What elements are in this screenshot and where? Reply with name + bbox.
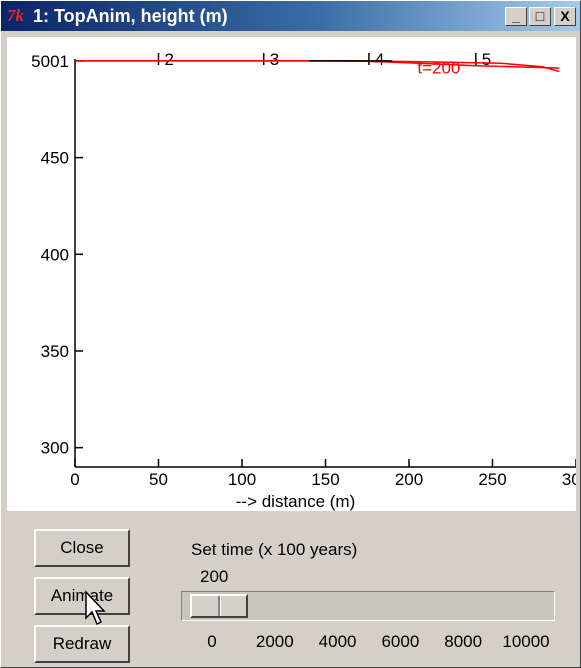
- y-tick-label: 5001: [31, 52, 69, 71]
- x-tick-label: 250: [478, 470, 506, 489]
- height-chart: 0 50 100 150 200 250 300 300 350 400 450 5001 --> di…: [31, 50, 576, 511]
- scale-label: 2000: [255, 632, 294, 651]
- plot-canvas: 0 50 100 150 200 250 300 300 350 400 450 5001 --> di…: [7, 37, 576, 511]
- x-tick-label: 150: [311, 470, 339, 489]
- mouse-pointer-icon: [85, 590, 106, 626]
- top-marker-label: 5: [482, 50, 491, 69]
- y-tick-label: 350: [41, 342, 69, 361]
- window-title: 1: TopAnim, height (m): [33, 6, 228, 26]
- scale-label: 6000: [381, 632, 420, 651]
- scale-label: 10000: [502, 632, 550, 651]
- animate-button[interactable]: Animate: [34, 577, 130, 615]
- slider-thumb[interactable]: [190, 594, 249, 618]
- redraw-button[interactable]: Redraw: [34, 625, 130, 663]
- scale-label: 8000: [444, 632, 483, 651]
- y-tick-label: 450: [41, 149, 69, 168]
- close-button[interactable]: Close: [34, 529, 130, 567]
- scale-label: 0: [207, 632, 217, 651]
- top-marker-label: 3: [270, 50, 279, 69]
- x-tick-label: 200: [395, 470, 423, 489]
- x-tick-label: 100: [228, 470, 256, 489]
- close-window-button[interactable]: X: [554, 7, 576, 26]
- top-marker-label: 4: [375, 50, 384, 69]
- tk-icon[interactable]: 7k: [7, 6, 24, 25]
- y-tick-label: 300: [41, 439, 69, 458]
- time-slider[interactable]: [181, 591, 555, 621]
- time-annotation: t=200: [417, 59, 460, 78]
- x-tick-label: 300: [562, 470, 576, 489]
- slider-title: Set time (x 100 years): [191, 540, 358, 559]
- minimize-button[interactable]: _: [505, 7, 527, 26]
- maximize-button[interactable]: □: [529, 7, 551, 26]
- x-tick-label: 50: [149, 470, 168, 489]
- y-tick-label: 400: [41, 245, 69, 264]
- slider-value: 200: [200, 567, 229, 586]
- scale-label: 4000: [318, 632, 357, 651]
- top-marker-label: 2: [165, 50, 174, 69]
- x-tick-label: 0: [70, 470, 79, 489]
- thumb-grip: [218, 596, 222, 616]
- x-axis-label: --> distance (m): [236, 492, 356, 511]
- title-bar[interactable]: 7k 1: TopAnim, height (m) _ □ X: [1, 1, 580, 31]
